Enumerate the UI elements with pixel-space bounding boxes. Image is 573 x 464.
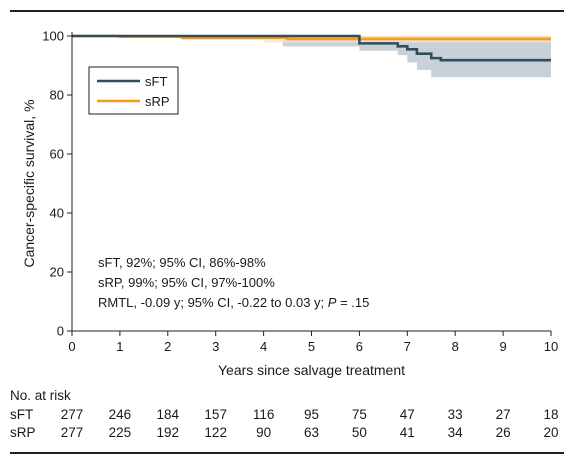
top-rule [10,10,564,12]
y-tick-label: 0 [57,324,64,339]
x-tick-label: 4 [260,339,267,354]
x-tick-label: 9 [499,339,506,354]
p-label: P [328,295,337,310]
risk-table-title: No. at risk [10,388,71,403]
risk-value: 184 [156,407,180,422]
legend: sFT sRP [88,66,179,115]
risk-value: 47 [399,407,415,422]
risk-row-label: sRP [10,425,36,440]
x-tick-label: 1 [116,339,123,354]
km-chart: 0 20 40 60 80 100 0 1 2 3 4 5 6 7 8 9 10 Years since salv… [21,29,558,379]
y-axis-label: Cancer-specific survival, % [21,99,37,267]
annotations: sFT, 92%; 95% CI, 86%-98% sRP, 99%; 95% C… [98,255,369,310]
risk-value: 27 [495,407,511,422]
risk-value: 95 [303,407,320,422]
risk-value: 18 [543,407,559,422]
x-tick-label: 8 [452,339,459,354]
annotation-line: sRP, 99%; 95% CI, 97%-100% [98,275,275,290]
legend-label-sRP: sRP [145,94,170,109]
x-tick-label: 5 [308,339,315,354]
y-tick-label: 60 [50,147,64,162]
risk-value: 90 [256,425,272,440]
rmtl-annotation: RMTL, -0.09 y; 95% CI, -0.22 to 0.03 y; … [98,295,369,310]
rmtl-text: RMTL, -0.09 y; 95% CI, -0.22 to 0.03 y; [98,295,328,310]
risk-value: 33 [447,407,463,422]
x-tick-label: 10 [544,339,558,354]
legend-label-sFT: sFT [145,74,167,89]
risk-value: 277 [60,407,84,422]
y-tick-label: 40 [50,206,64,221]
bottom-rule [10,452,564,454]
risk-value: 192 [156,425,180,440]
axes: 0 20 40 60 80 100 0 1 2 3 4 5 6 7 8 9 10 Years since salv… [21,29,558,379]
ci-band-sFT [72,36,551,78]
risk-value: 50 [351,425,367,440]
risk-row-label: sFT [10,407,34,422]
x-axis-label: Years since salvage treatment [218,362,405,378]
risk-value: 246 [108,407,132,422]
risk-value: 122 [204,425,227,440]
risk-value: 277 [60,425,84,440]
risk-value: 225 [108,425,132,440]
annotation-line: sFT, 92%; 95% CI, 86%-98% [98,255,266,270]
x-tick-label: 0 [68,339,75,354]
p-value: = .15 [336,295,369,310]
x-tick-label: 2 [164,339,171,354]
risk-value: 34 [447,425,463,440]
risk-value: 20 [543,425,559,440]
risk-value: 26 [495,425,511,440]
risk-value: 157 [204,407,227,422]
y-tick-label: 100 [42,29,64,44]
risk-value: 75 [351,407,367,422]
risk-value: 63 [303,425,320,440]
legend-box [88,66,179,115]
survival-curves [72,34,551,62]
x-tick-label: 6 [356,339,363,354]
risk-value: 116 [252,407,275,422]
y-tick-label: 20 [50,265,64,280]
curve-sFT [72,34,551,62]
y-tick-label: 80 [50,88,64,103]
x-tick-label: 3 [212,339,219,354]
x-tick-label: 7 [404,339,411,354]
risk-value: 41 [399,425,415,440]
